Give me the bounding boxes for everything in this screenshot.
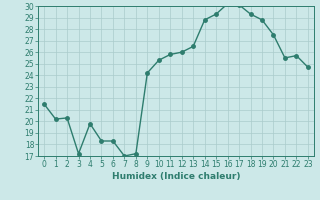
X-axis label: Humidex (Indice chaleur): Humidex (Indice chaleur)	[112, 172, 240, 181]
